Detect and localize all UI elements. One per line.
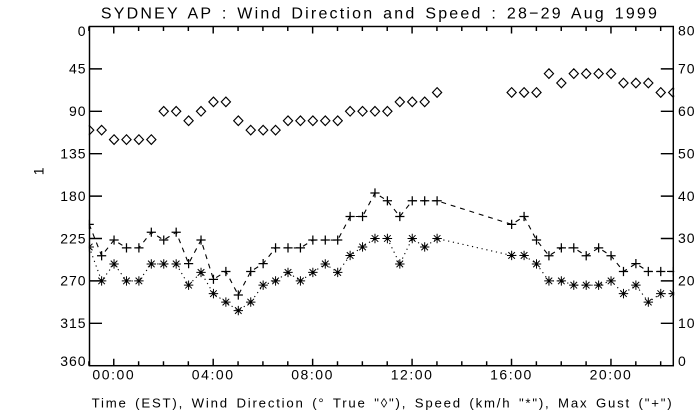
- svg-text:30: 30: [678, 230, 696, 246]
- svg-text:70: 70: [678, 61, 696, 77]
- svg-text:90: 90: [69, 103, 87, 119]
- svg-text:270: 270: [60, 273, 86, 289]
- svg-text:180: 180: [60, 188, 86, 204]
- svg-text:315: 315: [60, 315, 86, 331]
- svg-text:12:00: 12:00: [391, 367, 434, 383]
- svg-text:225: 225: [60, 230, 86, 246]
- svg-text:360: 360: [60, 353, 86, 369]
- svg-text:80: 80: [678, 23, 696, 39]
- svg-text:16:00: 16:00: [490, 367, 533, 383]
- svg-text:00:00: 00:00: [92, 367, 135, 383]
- svg-text:50: 50: [678, 145, 696, 161]
- svg-text:20:00: 20:00: [590, 367, 633, 383]
- svg-text:20: 20: [678, 273, 696, 289]
- svg-text:0: 0: [78, 23, 87, 39]
- svg-text:08:00: 08:00: [291, 367, 334, 383]
- svg-text:60: 60: [678, 103, 696, 119]
- svg-text:04:00: 04:00: [192, 367, 235, 383]
- svg-text:10: 10: [678, 315, 696, 331]
- svg-text:1: 1: [30, 167, 46, 175]
- svg-text:40: 40: [678, 188, 696, 204]
- svg-text:135: 135: [60, 146, 86, 162]
- svg-text:0: 0: [678, 353, 687, 369]
- svg-text:45: 45: [69, 61, 87, 77]
- svg-text:SYDNEY AP : Wind Direction and: SYDNEY AP : Wind Direction and Speed : 2…: [101, 6, 659, 23]
- svg-text:Time (EST), Wind Direction (°: Time (EST), Wind Direction (° True "◊"),…: [92, 396, 674, 411]
